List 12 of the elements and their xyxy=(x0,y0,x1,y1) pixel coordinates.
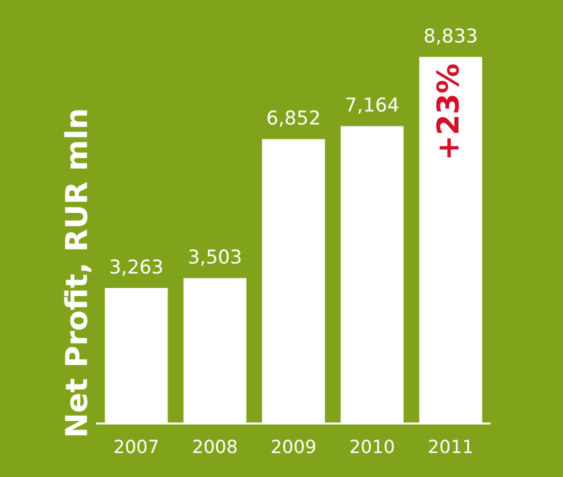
x-tick-label: 2008 xyxy=(192,436,238,458)
x-tick-label: 2007 xyxy=(113,436,160,458)
data-label: 3,503 xyxy=(188,246,242,268)
x-tick-label: 2010 xyxy=(349,436,396,458)
annotation: +23% xyxy=(431,63,466,160)
data-label: 3,263 xyxy=(109,256,164,278)
y-axis-title: Net Profit, RUR mln xyxy=(59,108,96,438)
data-label: 6,852 xyxy=(266,108,321,130)
data-label: 7,164 xyxy=(344,94,400,117)
data-label: 8,833 xyxy=(423,25,478,48)
x-tick-label: 2011 xyxy=(428,436,474,458)
x-tick-label: 2009 xyxy=(270,436,316,458)
